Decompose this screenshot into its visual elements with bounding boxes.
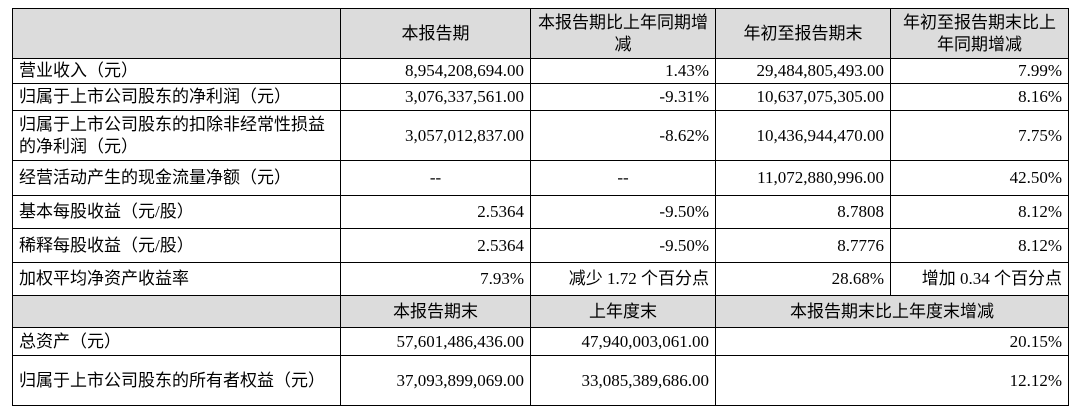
- data-cell: 3,076,337,561.00: [340, 83, 531, 111]
- data-cell: 7.93%: [340, 262, 531, 296]
- data-cell: 2.5364: [340, 195, 531, 229]
- data-cell: 7.99%: [890, 58, 1069, 84]
- row-label: 归属于上市公司股东的扣除非经常性损益的净利润（元）: [12, 110, 341, 161]
- header-cell: 本报告期比上年同期增减: [530, 8, 716, 59]
- data-cell: 29,484,805,493.00: [715, 58, 891, 84]
- data-row: 归属于上市公司股东的净利润（元） 3,076,337,561.00 -9.31% 10…: [12, 83, 1069, 111]
- header-cell: 本报告期: [340, 8, 531, 59]
- data-row: 加权平均净资产收益率 7.93% 减少 1.72 个百分点 28.68% 增加 0.34…: [12, 262, 1069, 296]
- data-cell: 28.68%: [715, 262, 891, 296]
- header-cell: 本报告期末: [340, 295, 531, 328]
- data-cell: 10,637,075,305.00: [715, 83, 891, 111]
- data-row: 归属于上市公司股东的所有者权益（元） 37,093,899,069.00 33,08…: [12, 355, 1069, 406]
- header-cell: [12, 295, 341, 328]
- data-cell: 增加 0.34 个百分点: [890, 262, 1069, 296]
- data-cell: 8.12%: [890, 228, 1069, 263]
- data-cell: 8.16%: [890, 83, 1069, 111]
- header-row: 本报告期 本报告期比上年同期增减 年初至报告期末 年初至报告期末比上年同期增减: [12, 8, 1069, 59]
- data-cell: --: [530, 160, 716, 196]
- data-cell: 1.43%: [530, 58, 716, 84]
- data-cell: 33,085,389,686.00: [530, 355, 716, 406]
- data-cell: 11,072,880,996.00: [715, 160, 891, 196]
- header-cell: 上年度末: [530, 295, 716, 328]
- data-row: 营业收入（元） 8,954,208,694.00 1.43% 29,484,805,4…: [12, 58, 1069, 84]
- data-cell: 减少 1.72 个百分点: [530, 262, 716, 296]
- data-cell: --: [340, 160, 531, 196]
- data-cell: -8.62%: [530, 110, 716, 161]
- row-label: 归属于上市公司股东的所有者权益（元）: [12, 355, 341, 406]
- data-cell: 2.5364: [340, 228, 531, 263]
- data-row: 稀释每股收益（元/股） 2.5364 -9.50% 8.7776 8.12%: [12, 228, 1069, 263]
- header-cell: [12, 8, 341, 59]
- data-cell: 8.12%: [890, 195, 1069, 229]
- data-row: 经营活动产生的现金流量净额（元） -- -- 11,072,880,996.00 42.…: [12, 160, 1069, 196]
- data-cell: 8.7776: [715, 228, 891, 263]
- data-cell: 8.7808: [715, 195, 891, 229]
- header-cell: 本报告期末比上年度末增减: [715, 295, 1069, 328]
- data-cell: 42.50%: [890, 160, 1069, 196]
- header-cell: 年初至报告期末: [715, 8, 891, 59]
- row-label: 稀释每股收益（元/股）: [12, 228, 341, 263]
- data-row: 基本每股收益（元/股） 2.5364 -9.50% 8.7808 8.12%: [12, 195, 1069, 229]
- data-cell: 12.12%: [715, 355, 1069, 406]
- row-label: 归属于上市公司股东的净利润（元）: [12, 83, 341, 111]
- row-label: 营业收入（元）: [12, 58, 341, 84]
- row-label: 基本每股收益（元/股）: [12, 195, 341, 229]
- data-cell: -9.50%: [530, 228, 716, 263]
- data-cell: 3,057,012,837.00: [340, 110, 531, 161]
- data-row: 归属于上市公司股东的扣除非经常性损益的净利润（元） 3,057,012,837.0…: [12, 110, 1069, 161]
- header-cell: 年初至报告期末比上年同期增减: [890, 8, 1069, 59]
- data-cell: -9.31%: [530, 83, 716, 111]
- data-cell: 20.15%: [715, 327, 1069, 356]
- row-label: 经营活动产生的现金流量净额（元）: [12, 160, 341, 196]
- subheader-row: 本报告期末 上年度末 本报告期末比上年度末增减: [12, 295, 1069, 328]
- data-cell: 47,940,003,061.00: [530, 327, 716, 356]
- data-cell: 37,093,899,069.00: [340, 355, 531, 406]
- data-row: 总资产（元） 57,601,486,436.00 47,940,003,061.00…: [12, 327, 1069, 356]
- data-cell: 10,436,944,470.00: [715, 110, 891, 161]
- row-label: 加权平均净资产收益率: [12, 262, 341, 296]
- data-cell: -9.50%: [530, 195, 716, 229]
- data-cell: 57,601,486,436.00: [340, 327, 531, 356]
- financial-table: 本报告期 本报告期比上年同期增减 年初至报告期末 年初至报告期末比上年同期增减 营业收入…: [12, 8, 1069, 406]
- data-cell: 7.75%: [890, 110, 1069, 161]
- data-cell: 8,954,208,694.00: [340, 58, 531, 84]
- row-label: 总资产（元）: [12, 327, 341, 356]
